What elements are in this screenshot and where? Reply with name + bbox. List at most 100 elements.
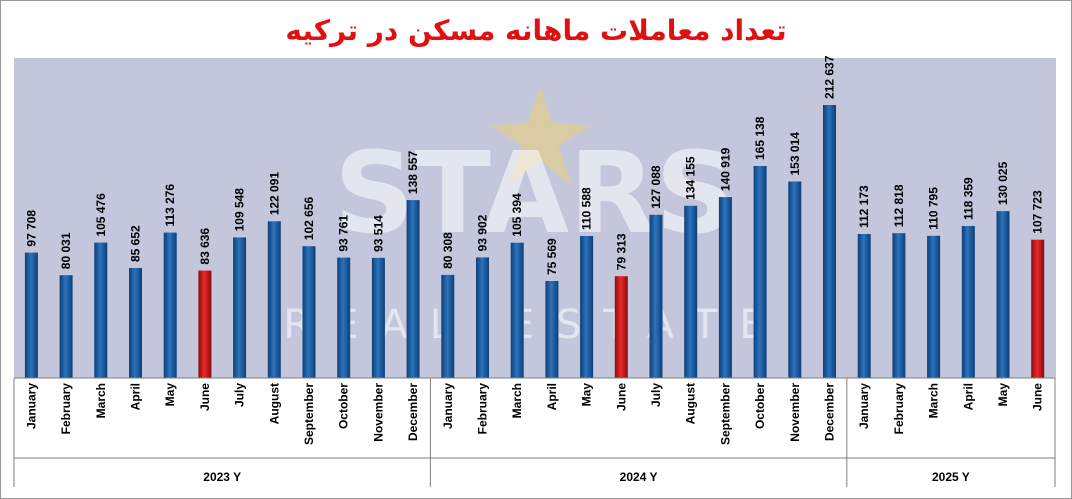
data-label: 140 919 (718, 147, 732, 191)
page-title: تعداد معاملات ماهانه مسکن در ترکیه (285, 14, 787, 47)
category-tick-label: March (94, 383, 108, 418)
category-tick-label: September (302, 383, 316, 445)
data-label: 165 138 (753, 116, 767, 160)
category-tick-label: July (649, 383, 663, 407)
bar-2023y-february (59, 275, 73, 378)
bar-2024y-november (788, 181, 802, 378)
data-label: 80 308 (441, 232, 455, 269)
data-label: 85 652 (129, 225, 143, 262)
category-tick-label: February (476, 383, 490, 435)
year-group-label: 2025 Y (932, 470, 970, 484)
data-label: 93 761 (337, 215, 351, 252)
bar-2024y-april (545, 281, 559, 378)
bar-2023y-november (371, 257, 385, 378)
category-tick-label: April (961, 383, 975, 410)
category-tick-label: October (337, 383, 351, 429)
category-tick-label: February (59, 383, 73, 435)
bar-2023y-july (233, 237, 247, 378)
data-label: 130 025 (996, 161, 1010, 205)
watermark-star-icon (490, 86, 590, 186)
data-label: 79 313 (614, 233, 628, 270)
year-group-label: 2024 Y (620, 470, 658, 484)
category-tick-label: August (267, 383, 281, 424)
category-tick-label: May (163, 383, 177, 407)
data-label: 93 514 (371, 215, 385, 252)
data-label: 138 557 (406, 150, 420, 194)
data-label: 97 708 (24, 210, 38, 247)
data-label: 83 636 (198, 228, 212, 265)
category-tick-label: May (996, 383, 1010, 407)
bar-2024y-june (614, 276, 628, 378)
data-label: 113 276 (163, 184, 177, 227)
bar-2023y-june (198, 270, 212, 378)
bar-2024y-december (823, 105, 836, 378)
category-tick-label: June (1031, 383, 1045, 411)
category-tick-label: March (510, 383, 524, 418)
year-group-label: 2023 Y (203, 470, 241, 484)
data-label: 112 818 (892, 184, 906, 227)
category-tick-label: October (753, 383, 767, 429)
category-axis: January February March April May June July Augu… (13, 377, 1056, 487)
data-label: 105 476 (94, 193, 108, 237)
bar-2023y-april (129, 268, 142, 378)
data-label: 127 088 (649, 165, 663, 209)
bar-2025y-january (857, 234, 871, 378)
bar-2024y-july (649, 214, 663, 378)
category-tick-label: November (371, 383, 385, 442)
bar-2023y-october (337, 257, 351, 378)
bar-2024y-january (441, 274, 455, 378)
category-tick-label: September (718, 383, 732, 445)
category-tick-label: April (545, 383, 559, 410)
category-tick-label: August (684, 383, 698, 424)
bar-2023y-may (163, 232, 177, 378)
data-label: 134 155 (684, 156, 698, 200)
data-label: 153 014 (788, 132, 802, 176)
data-label: 102 656 (302, 196, 316, 240)
bar-2024y-october (753, 166, 767, 378)
data-label: 122 091 (267, 172, 281, 216)
data-label: 105 394 (510, 193, 524, 237)
bar-2024y-march (510, 242, 524, 378)
bar-2023y-december (406, 200, 420, 378)
bar-2024y-september (718, 197, 732, 378)
bar-2025y-april (961, 226, 975, 378)
category-tick-label: January (24, 383, 38, 429)
category-tick-label: December (406, 383, 420, 441)
bar-2023y-august (267, 221, 281, 378)
bar-2023y-september (302, 246, 316, 378)
category-tick-label: January (441, 383, 455, 429)
watermark: STARS REAL ESTATE (14, 58, 1056, 378)
bar-2024y-may (580, 236, 594, 378)
bar-2023y-january (24, 252, 38, 378)
data-label: 80 031 (59, 232, 73, 269)
watermark-brand: STARS (334, 129, 736, 259)
bar-2025y-june (1031, 239, 1045, 378)
data-label: 110 795 (927, 187, 941, 230)
category-tick-label: April (129, 383, 143, 410)
category-tick-label: May (580, 383, 594, 407)
category-tick-label: March (927, 383, 941, 418)
data-label: 75 569 (545, 238, 559, 275)
data-label: 112 173 (857, 185, 871, 228)
bar-2024y-february (476, 257, 489, 378)
data-label: 212 637 (823, 55, 837, 99)
data-label: 93 902 (476, 214, 490, 251)
category-tick-label: November (788, 383, 802, 442)
data-label: 110 588 (580, 187, 594, 230)
category-tick-label: June (614, 383, 628, 411)
bar-2025y-february (892, 233, 906, 378)
data-label: 109 548 (233, 188, 247, 232)
data-label: 107 723 (1031, 190, 1045, 234)
bar-2024y-august (684, 205, 698, 378)
category-tick-label: December (823, 383, 837, 441)
bar-2023y-march (94, 242, 108, 378)
data-label: 118 359 (961, 177, 975, 220)
category-tick-label: January (857, 383, 871, 429)
bars-layer: 97 708 80 031 105 476 85 652 113 276 83 636 10… (24, 55, 1045, 378)
category-tick-label: July (233, 383, 247, 407)
watermark-tagline: REAL ESTATE (283, 302, 786, 348)
bar-2025y-march (927, 235, 941, 378)
category-tick-label: June (198, 383, 212, 411)
category-tick-label: February (892, 383, 906, 435)
